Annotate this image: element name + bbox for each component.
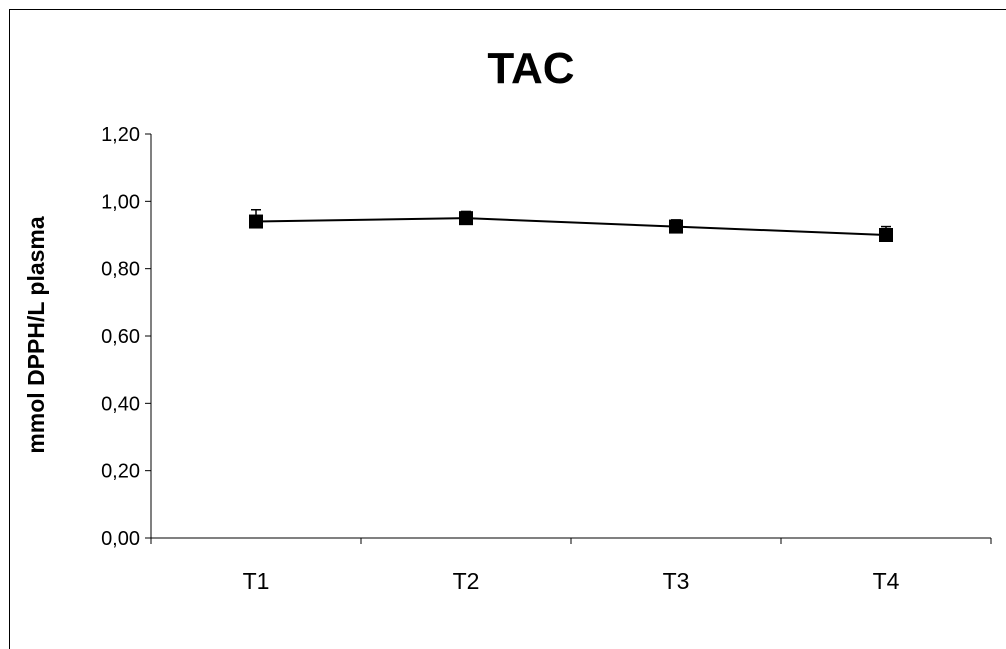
y-tick-label: 0,20: [101, 461, 140, 483]
x-tick-label: T4: [873, 568, 900, 594]
x-tick-label: T2: [453, 568, 480, 594]
chart-frame: [9, 9, 1006, 649]
data-point-marker: [249, 214, 263, 229]
y-tick-label: 0,40: [101, 393, 140, 415]
series-line: [255, 217, 887, 236]
x-tick-label: T3: [663, 568, 690, 594]
chart-title: TAC: [487, 44, 574, 93]
y-axis-label: mmol DPPH/L plasma: [23, 216, 49, 454]
series-layer: [249, 209, 893, 242]
data-point-marker: [459, 211, 473, 226]
data-point-marker: [669, 219, 683, 234]
y-tick-label: 0,60: [101, 326, 140, 348]
y-ticks: 0,00 0,20 0,40 0,60 0,80 1,00 1,20: [101, 124, 151, 550]
y-tick-label: 0,80: [101, 259, 140, 281]
data-point-marker: [879, 228, 893, 242]
x-tick-label: T1: [243, 568, 270, 594]
y-tick-label: 1,20: [101, 124, 140, 146]
x-ticks: T1 T2 T3 T4: [150, 538, 992, 594]
y-tick-label: 1,00: [101, 191, 140, 213]
y-tick-label: 0,00: [101, 528, 140, 550]
